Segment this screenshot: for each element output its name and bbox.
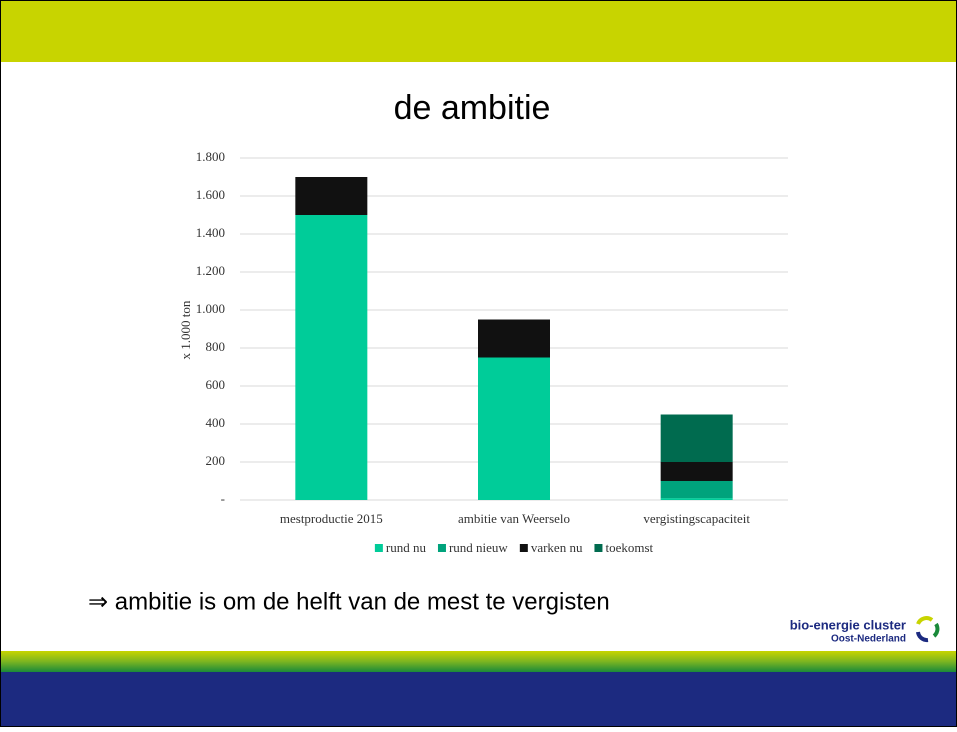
legend-label: varken nu bbox=[531, 540, 583, 555]
bar-segment bbox=[478, 319, 550, 358]
legend-marker bbox=[437, 544, 446, 552]
bar-segment bbox=[660, 462, 733, 481]
y-tick-label: 1.600 bbox=[196, 187, 225, 202]
y-tick-label: 800 bbox=[206, 339, 226, 354]
statement: ⇒ ambitie is om de helft van de mest te … bbox=[88, 588, 610, 615]
y-tick-label: 1.400 bbox=[196, 225, 225, 240]
legend-marker bbox=[374, 544, 383, 552]
bar-segment bbox=[295, 177, 368, 215]
bar-segment bbox=[660, 414, 733, 462]
logo-name: bio-energie cluster bbox=[790, 617, 906, 632]
bar-segment bbox=[478, 357, 550, 500]
y-tick-label: 200 bbox=[206, 453, 226, 468]
x-tick-label: ambitie van Weerselo bbox=[458, 511, 570, 526]
stripe-band bbox=[0, 651, 957, 672]
legend-label: toekomst bbox=[605, 540, 653, 555]
chart: - 200 400 600 800 1.000 1.200 1.400 1.600 1.800 me… bbox=[196, 149, 788, 555]
bottom-band bbox=[0, 672, 957, 727]
y-tick-label: 1.200 bbox=[196, 263, 225, 278]
bar-segment bbox=[295, 215, 368, 500]
y-tick-label: 1.000 bbox=[196, 301, 225, 316]
chart-title: de ambitie bbox=[394, 89, 551, 127]
x-tick-label: vergistingscapaciteit bbox=[643, 511, 750, 526]
y-tick-label: 400 bbox=[206, 415, 226, 430]
logo-icon bbox=[916, 616, 940, 643]
legend-label: rund nieuw bbox=[449, 540, 508, 555]
y-tick-label: - bbox=[221, 491, 225, 506]
y-axis-label: x 1.000 ton bbox=[178, 300, 193, 359]
logo-region: Oost-Nederland bbox=[831, 634, 906, 645]
legend-marker bbox=[519, 544, 528, 552]
y-tick-label: 1.800 bbox=[196, 149, 225, 164]
y-tick-label: 600 bbox=[206, 377, 226, 392]
bar-segment bbox=[660, 498, 733, 500]
bar-segment bbox=[660, 481, 733, 499]
legend-marker bbox=[594, 544, 603, 552]
legend-label: rund nu bbox=[386, 540, 427, 555]
top-band bbox=[0, 0, 957, 62]
x-tick-label: mestproductie 2015 bbox=[280, 511, 383, 526]
